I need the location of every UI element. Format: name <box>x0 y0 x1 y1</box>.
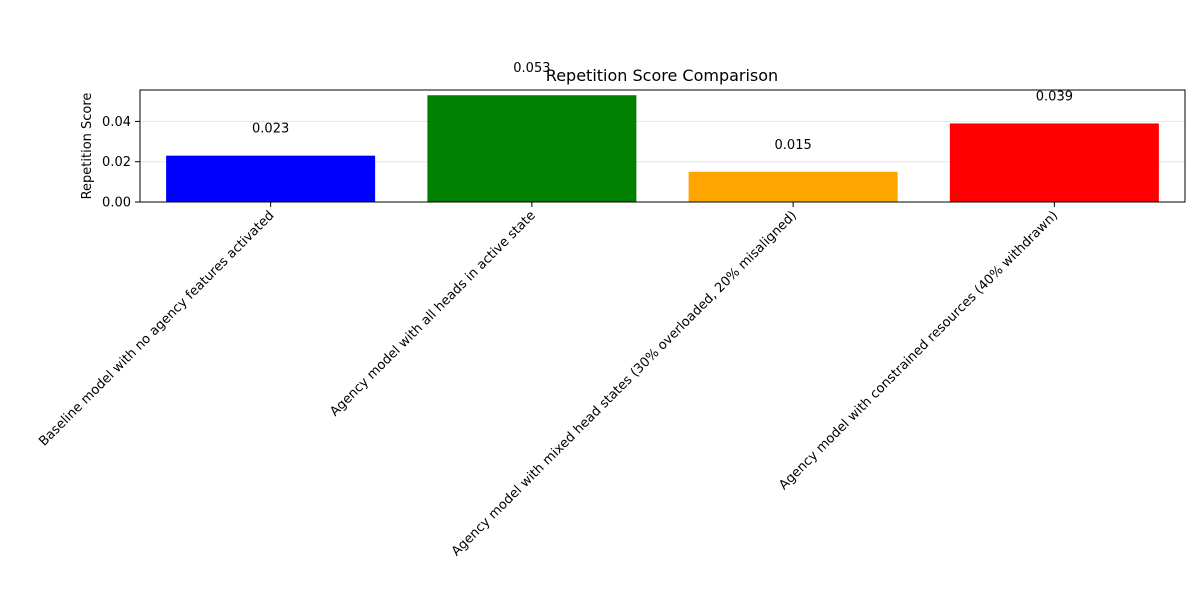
y-tick-label: 0.00 <box>102 196 131 211</box>
y-ticks: 0.00 0.02 0.04 <box>102 115 140 211</box>
bar-value-label: 0.015 <box>775 138 812 153</box>
x-tick-label: Agency model with all heads in active st… <box>327 208 538 419</box>
bar-value-label: 0.053 <box>513 61 550 76</box>
x-tick-label: Baseline model with no agency features a… <box>36 208 277 449</box>
y-tick-label: 0.02 <box>102 155 131 170</box>
bar <box>166 155 376 202</box>
chart-title: Repetition Score Comparison <box>546 66 778 85</box>
y-axis-label: Repetition Score <box>80 93 95 200</box>
bar-value-labels: 0.023 0.053 0.015 0.039 <box>252 61 1073 153</box>
plot-frame <box>139 89 1186 203</box>
bar <box>688 171 898 202</box>
x-tick-label: Agency model with constrained resources … <box>776 208 1061 493</box>
bar-value-label: 0.039 <box>1036 89 1073 104</box>
bars <box>166 95 1159 202</box>
bar-value-label: 0.023 <box>252 122 289 137</box>
bar <box>427 95 637 202</box>
y-tick-label: 0.04 <box>102 115 131 130</box>
x-ticks: Baseline model with no agency features a… <box>36 202 1061 559</box>
x-tick-label: Agency model with mixed head states (30%… <box>449 208 800 559</box>
bar <box>949 123 1159 202</box>
